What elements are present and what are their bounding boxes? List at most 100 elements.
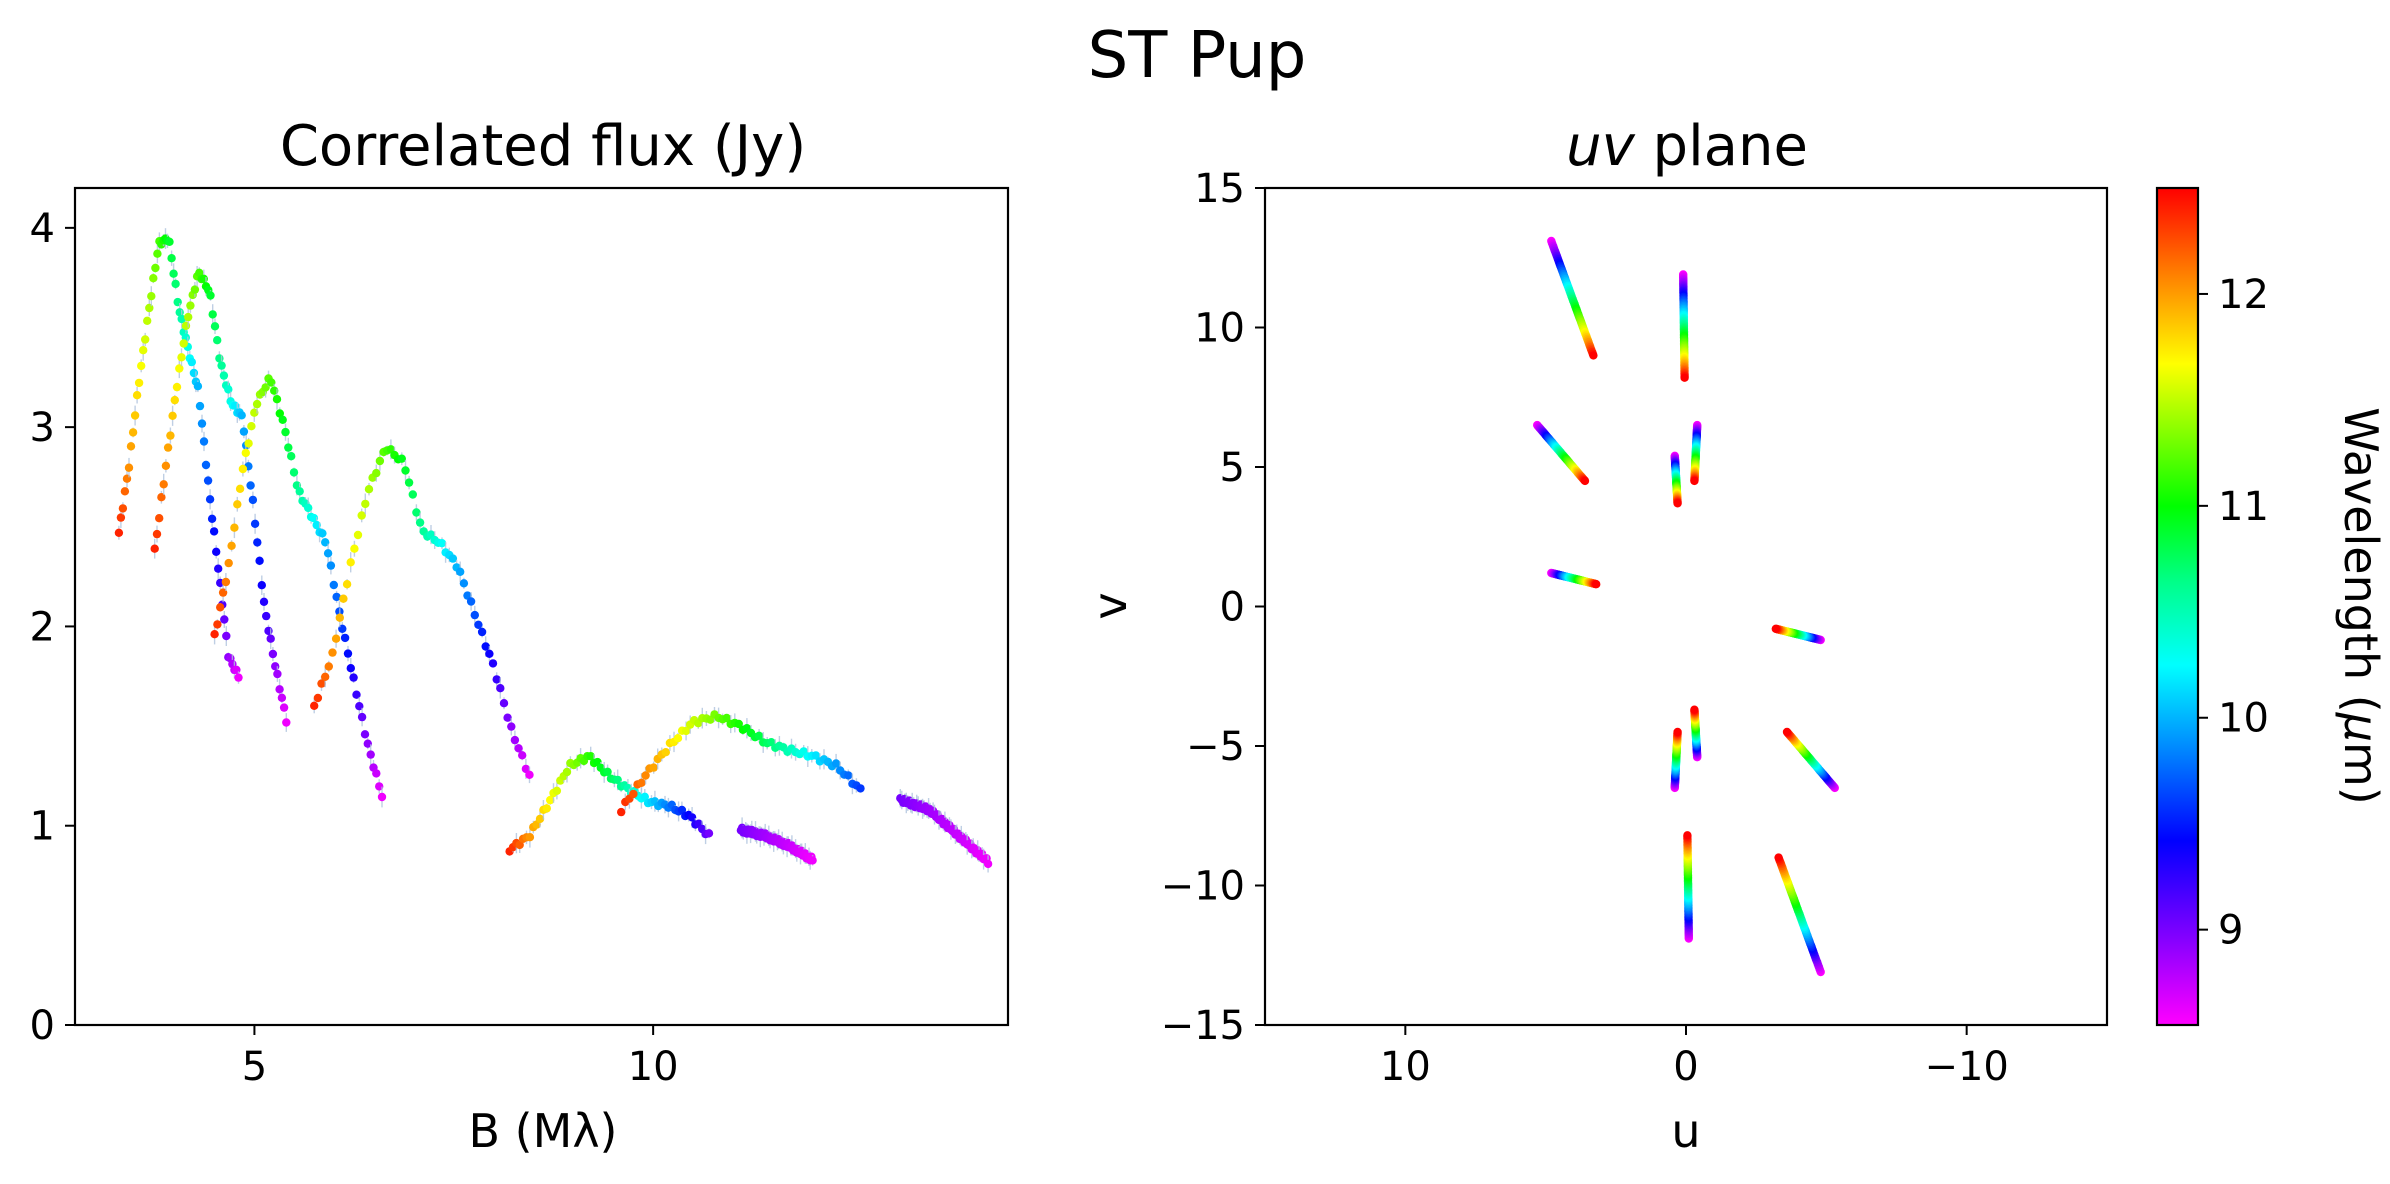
flux-point (404, 478, 414, 487)
flux-point (172, 382, 182, 392)
flux-point (206, 291, 215, 300)
flux-point (124, 463, 134, 472)
flux-point (811, 751, 821, 760)
uv-ytick-label: −10 (1161, 864, 1245, 910)
flux-axes-frame (73, 186, 1010, 1027)
flux-point (210, 322, 220, 331)
uv-point (1680, 373, 1689, 382)
flux-point (287, 452, 296, 461)
flux-point (215, 354, 224, 363)
flux-point (255, 556, 264, 565)
flux-point (312, 520, 321, 530)
flux-point (281, 427, 290, 437)
flux-point (278, 415, 287, 424)
flux-point (122, 474, 132, 483)
flux-point (151, 263, 160, 273)
flux-points (114, 228, 993, 873)
uv-point (1589, 351, 1598, 360)
flux-point (342, 580, 352, 589)
flux-point (195, 401, 205, 411)
flux-point (546, 795, 555, 805)
flux-point (137, 361, 146, 371)
flux-point (262, 611, 271, 621)
flux-point (661, 748, 670, 757)
flux-point (481, 642, 490, 651)
flux-ytick-label: 2 (30, 604, 55, 650)
flux-point (321, 672, 330, 681)
flux-point (321, 538, 330, 547)
flux-point (237, 411, 246, 420)
uv-point (1690, 705, 1699, 714)
flux-point (518, 751, 527, 760)
flux-point (165, 237, 174, 246)
flux-point (217, 361, 226, 370)
flux-point (448, 554, 458, 563)
flux-point (250, 519, 260, 528)
flux-point (318, 529, 327, 538)
flux-point (126, 442, 136, 451)
flux-ytick-label: 3 (30, 405, 55, 451)
flux-point (466, 597, 476, 606)
flux-ticks: 5 10 0 1 2 3 4 (30, 206, 679, 1090)
flux-ytick-label: 0 (30, 1003, 55, 1049)
uv-title-rest: plane (1635, 114, 1808, 179)
flux-point (184, 312, 193, 322)
flux-point (153, 249, 162, 258)
flux-point (208, 310, 217, 319)
flux-point (488, 659, 498, 668)
flux-panel: Correlated flux (Jy) 5 10 0 1 2 3 4 B (Mλ) (30, 114, 1010, 1158)
flux-point (139, 346, 148, 355)
flux-point (284, 443, 293, 452)
flux-point (470, 610, 479, 620)
flux-point (349, 673, 358, 682)
flux-point (364, 485, 374, 494)
flux-point (363, 739, 372, 748)
flux-point (499, 699, 509, 708)
flux-point (492, 675, 501, 684)
flux-point (170, 395, 179, 405)
flux-point (515, 840, 524, 850)
flux-point (190, 285, 200, 294)
flux-point (613, 775, 622, 785)
uv-ticks: 10 0 −10 −15 −10 −5 0 5 10 15 (1161, 166, 2009, 1090)
flux-point (637, 778, 646, 787)
flux-point (246, 481, 255, 490)
colorbar-frame (2155, 186, 2200, 1027)
flux-point (247, 422, 256, 431)
flux-point (313, 693, 323, 703)
uv-points (1533, 236, 1840, 977)
uv-title-italic: uv (1566, 114, 1635, 179)
uv-point (1683, 831, 1692, 840)
flux-point (352, 690, 361, 699)
colorbar: 9 10 11 12 Wavelength (μm) (2155, 186, 2388, 1027)
colorbar-tick-label: 10 (2218, 696, 2269, 742)
flux-point (186, 301, 195, 310)
flux-point (357, 712, 367, 722)
flux-point (167, 254, 176, 263)
flux-point (535, 814, 545, 824)
flux-point (437, 539, 447, 548)
flux-point (485, 649, 494, 658)
flux-point (266, 634, 275, 643)
flux-point (332, 592, 341, 602)
flux-point (586, 752, 595, 761)
flux-point (166, 431, 175, 440)
flux-point (704, 829, 714, 838)
flux-point (295, 487, 304, 496)
flux-point (145, 303, 154, 313)
flux-point (207, 514, 217, 523)
uv-xlabel: u (1671, 1104, 1700, 1158)
flux-point (118, 504, 128, 513)
uv-point (1592, 580, 1601, 589)
flux-point (562, 767, 572, 777)
uv-point (1673, 499, 1682, 508)
flux-point (216, 603, 225, 612)
flux-point (175, 364, 184, 373)
flux-ytick-label: 1 (30, 804, 55, 850)
flux-point (257, 581, 266, 590)
flux-point (267, 378, 276, 387)
flux-point (150, 544, 159, 553)
flux-point (510, 735, 520, 745)
flux-point (459, 579, 469, 588)
